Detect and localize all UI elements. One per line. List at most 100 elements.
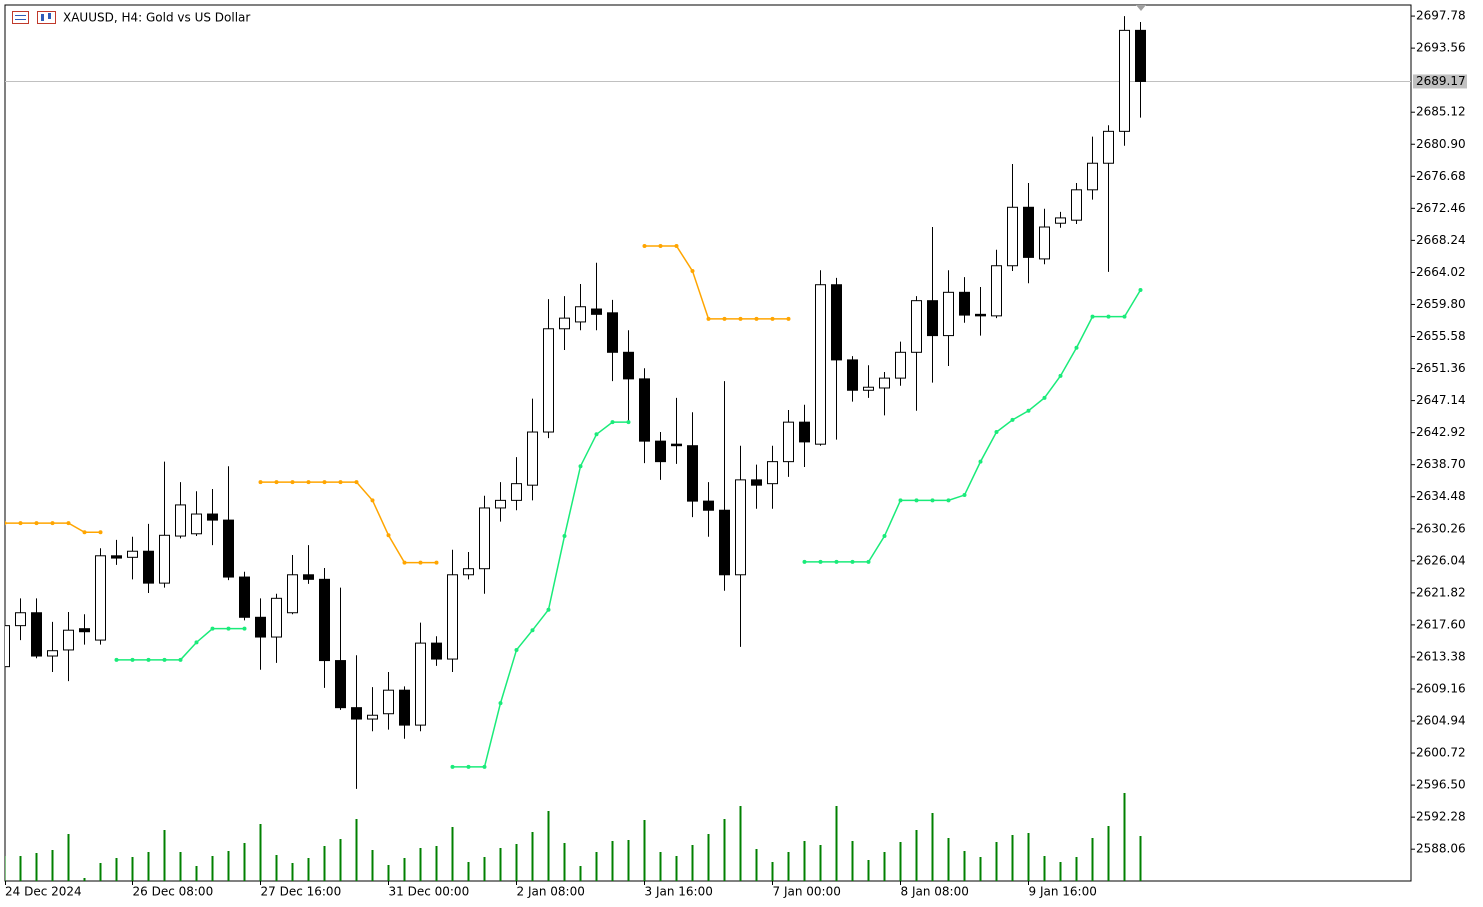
indicator-dot <box>354 480 359 485</box>
indicator-dot <box>242 626 247 631</box>
y-tick-label: 2647.14 <box>1416 393 1466 407</box>
candle-body <box>1055 217 1066 224</box>
indicator-line <box>260 481 437 564</box>
candle-body <box>447 574 458 660</box>
indicator-dot <box>578 464 583 469</box>
volume-bar <box>915 830 918 881</box>
candle-body <box>335 660 346 709</box>
indicator-dot <box>450 764 455 769</box>
candle-body <box>111 555 122 559</box>
candle-body <box>1071 189 1082 221</box>
indicator-dot <box>610 420 615 425</box>
y-tick-label: 2664.02 <box>1416 265 1466 279</box>
candle-body <box>815 284 826 445</box>
volume-bar <box>595 852 598 881</box>
candle-body <box>671 443 682 447</box>
indicator-dot <box>162 657 167 662</box>
indicator-dot <box>1026 408 1031 413</box>
candle-body <box>79 628 90 633</box>
volume-bar <box>707 834 710 881</box>
candle-body <box>1007 206 1018 267</box>
candle-body <box>1103 130 1114 164</box>
volume-bar <box>51 850 54 881</box>
indicator-dot <box>466 764 471 769</box>
indicator-dot <box>898 498 903 503</box>
volume-bar <box>547 811 550 881</box>
candle-body <box>927 300 938 337</box>
candle-body <box>191 513 202 535</box>
indicator-dot <box>1106 314 1111 319</box>
candle-body <box>287 574 298 614</box>
candle-body <box>351 707 362 720</box>
y-tick-label: 2672.46 <box>1416 201 1466 215</box>
volume-bar <box>227 851 230 881</box>
candle-body <box>847 359 858 391</box>
candle-body <box>63 629 74 651</box>
volume-bar <box>211 856 214 881</box>
y-tick-label: 2693.56 <box>1416 41 1466 55</box>
y-tick-label: 2630.26 <box>1416 521 1466 535</box>
candle-body <box>895 351 906 379</box>
indicator-dot <box>786 316 791 321</box>
indicator-dot <box>866 559 871 564</box>
volume-bar <box>19 856 22 881</box>
y-tick-label: 2588.06 <box>1416 842 1466 856</box>
candle-body <box>687 445 698 502</box>
volume-bar <box>1043 856 1046 881</box>
y-tick-label: 2626.04 <box>1416 553 1466 567</box>
candle-body <box>415 642 426 726</box>
indicator-line <box>452 421 629 768</box>
indicator-dot <box>722 316 727 321</box>
scroll-marker <box>1136 5 1146 11</box>
volume-bar <box>355 819 358 881</box>
candle-body <box>15 612 26 627</box>
volume-bar <box>755 849 758 881</box>
indicator-dot <box>130 657 135 662</box>
volume-bar <box>563 843 566 881</box>
indicator-dot <box>930 498 935 503</box>
volume-bar <box>435 846 438 881</box>
volume-bar <box>323 846 326 881</box>
volume-bar <box>739 806 742 881</box>
y-tick-label: 2659.80 <box>1416 297 1466 311</box>
volume-bar <box>611 841 614 881</box>
candle-body <box>5 625 10 668</box>
indicator-dot <box>338 480 343 485</box>
candle-body <box>559 317 570 330</box>
volume-bar <box>243 843 246 881</box>
indicator-dot <box>882 534 887 539</box>
y-tick-label: 2638.70 <box>1416 457 1466 471</box>
indicator-dot <box>370 498 375 503</box>
volume-bar <box>467 862 470 881</box>
volume-bar <box>371 850 374 881</box>
candle-body <box>879 377 890 389</box>
indicator-dot <box>1074 345 1079 350</box>
candle-body <box>1087 162 1098 191</box>
indicator-dot <box>306 480 311 485</box>
candle-body <box>911 300 922 353</box>
volume-bar <box>275 855 278 881</box>
indicator-dot <box>530 628 535 633</box>
candle-body <box>991 265 1002 317</box>
indicator-dot <box>834 559 839 564</box>
volume-bar <box>387 865 390 881</box>
indicator-dot <box>98 530 103 535</box>
candle-body <box>159 534 170 584</box>
volume-bar <box>163 830 166 881</box>
y-tick-label: 2697.78 <box>1416 9 1466 23</box>
candle-body <box>383 689 394 715</box>
indicator-line <box>644 245 789 320</box>
volume-bar <box>259 824 262 881</box>
volume-bar <box>803 841 806 881</box>
indicator-dot <box>738 316 743 321</box>
volume-bar <box>195 866 198 881</box>
indicator-dot <box>658 244 663 249</box>
indicator-dot <box>418 560 423 565</box>
volume-bar <box>1123 793 1126 881</box>
candle-body <box>127 550 138 558</box>
volume-bar <box>947 838 950 881</box>
volume-bar <box>1075 857 1078 881</box>
volume-bar <box>5 856 6 881</box>
x-tick-label: 24 Dec 2024 <box>5 885 82 899</box>
